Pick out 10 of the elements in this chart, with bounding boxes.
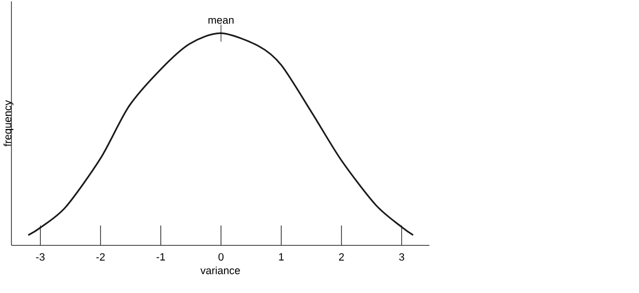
- x-tick-label: 1: [279, 253, 284, 261]
- x-tick-label: 0: [218, 253, 224, 261]
- x-tick-label: 3: [399, 253, 404, 261]
- x-tick-label: -2: [96, 253, 105, 261]
- x-tick-label: -1: [156, 253, 165, 261]
- x-tick-label: -3: [36, 253, 45, 261]
- x-tick-label: 2: [339, 253, 344, 261]
- annotation: mean: [208, 18, 234, 24]
- y-axis-title: frequency: [4, 100, 14, 147]
- x-axis-title: variance: [200, 266, 240, 274]
